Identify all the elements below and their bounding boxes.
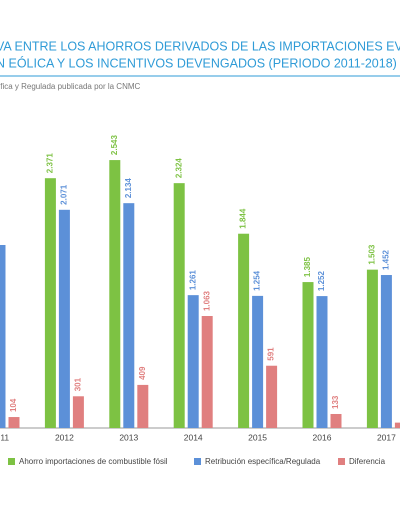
data-label: 2.371 <box>46 153 55 174</box>
bar <box>173 183 185 428</box>
bar <box>0 244 6 428</box>
legend-label: Diferencia <box>349 457 386 466</box>
bar <box>394 422 400 428</box>
legend-label: Ahorro importaciones de combustible fósi… <box>19 457 168 466</box>
chart-title-line: N EÓLICA Y LOS INCENTIVOS DEVENGADOS (PE… <box>0 55 397 70</box>
legend-swatch <box>194 458 201 465</box>
bar <box>252 295 264 428</box>
bar <box>238 233 250 428</box>
bar <box>123 203 135 428</box>
x-tick-label: 2016 <box>313 432 332 442</box>
data-label: 1.063 <box>202 290 211 311</box>
bar <box>366 269 378 428</box>
x-tick-label: 2017 <box>377 432 396 442</box>
bar <box>137 384 149 428</box>
x-tick-label: 2014 <box>184 432 203 442</box>
bar <box>109 160 121 428</box>
data-label: 133 <box>331 395 340 409</box>
data-label: 1.452 <box>382 249 391 270</box>
data-label: 2.543 <box>110 135 119 156</box>
data-label: 1.844 <box>239 208 248 229</box>
data-label: 1.261 <box>188 270 197 291</box>
x-tick-label: 2015 <box>248 432 267 442</box>
data-label: 409 <box>138 366 147 380</box>
chart-subtitle: ífica y Regulada publicada por la CNMC <box>0 82 141 91</box>
bar <box>316 296 328 428</box>
data-label: 1.252 <box>317 271 326 292</box>
data-label: 591 <box>267 347 276 361</box>
x-tick-label: 2012 <box>55 432 74 442</box>
bar <box>266 365 278 428</box>
legend-swatch <box>8 458 15 465</box>
legend-swatch <box>338 458 345 465</box>
bar <box>72 396 84 428</box>
data-label: 2.134 <box>124 178 133 199</box>
bar <box>58 209 70 428</box>
bar <box>380 275 392 428</box>
bar <box>187 295 199 428</box>
data-label: 301 <box>74 377 83 391</box>
bar <box>44 178 56 428</box>
data-label: 2.324 <box>174 158 183 179</box>
data-label: 2.071 <box>60 184 69 205</box>
chart-title-line: VA ENTRE LOS AHORROS DERIVADOS DE LAS IM… <box>0 39 400 53</box>
data-label: 1.503 <box>368 244 377 265</box>
bar <box>302 282 314 428</box>
bar <box>201 316 213 428</box>
data-label: 1.385 <box>303 257 312 278</box>
bar <box>330 413 342 428</box>
bar <box>8 417 20 428</box>
x-tick-label: 2011 <box>0 432 9 442</box>
data-label: 104 <box>9 398 18 412</box>
data-label: 1.254 <box>253 270 262 291</box>
legend-label: Retribución específica/Regulada <box>205 457 321 466</box>
x-tick-label: 2013 <box>119 432 138 442</box>
